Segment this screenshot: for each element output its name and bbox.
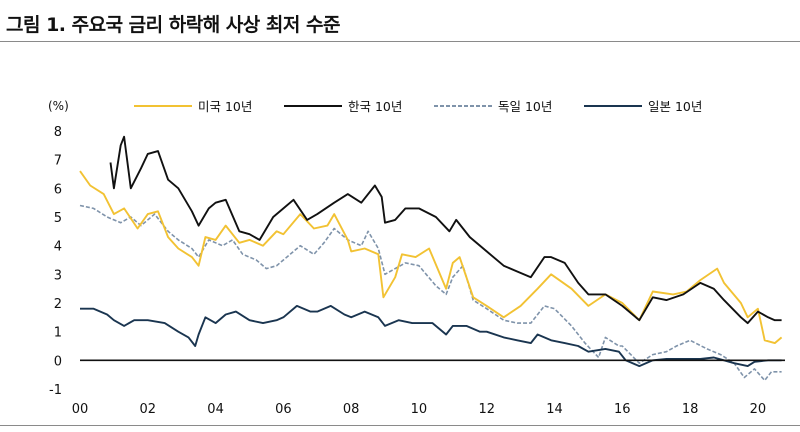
series-line-3 [80,304,782,368]
chart-legend: 미국 10년 한국 10년 독일 10년 일본 10년 [134,99,702,114]
x-axis-ticks: 00 02 04 06 08 10 12 14 16 18 20 [72,402,766,417]
series-line-1 [109,135,782,325]
y-axis-unit-label: (%) [48,99,69,113]
y-tick-label-4: 3 [54,268,62,283]
y-tick-label-2: 1 [54,326,62,341]
x-tick-label-9: 18 [682,402,699,417]
y-tick-label-1: 0 [54,354,62,369]
y-tick-label-3: 2 [54,297,62,312]
y-axis-ticks: -1 0 1 2 3 4 5 6 7 8 [49,125,62,398]
bottom-divider [0,425,800,426]
x-tick-label-3: 06 [275,402,292,417]
series-line-2 [79,204,782,382]
x-tick-label-10: 20 [750,402,767,417]
chart-title: 그림 1. 주요국 금리 하락해 사상 최저 수준 [6,14,340,36]
x-tick-label-1: 02 [140,402,157,417]
legend-label-0: 미국 10년 [198,99,252,114]
x-tick-label-6: 12 [478,402,495,417]
series-lines [79,135,783,382]
legend-label-3: 일본 10년 [648,99,702,114]
x-tick-label-8: 16 [614,402,631,417]
legend-label-1: 한국 10년 [348,99,402,114]
x-tick-label-5: 10 [411,402,428,417]
y-tick-label-7: 6 [54,182,62,197]
series-line-0 [79,170,783,345]
title-divider [0,41,800,42]
y-tick-label-9: 8 [54,125,62,140]
x-tick-label-4: 08 [343,402,360,417]
x-tick-label-7: 14 [546,402,563,417]
x-tick-label-0: 00 [72,402,89,417]
y-tick-label-0: -1 [49,383,62,398]
legend-label-2: 독일 10년 [498,99,552,114]
y-tick-label-5: 4 [54,240,62,255]
x-tick-label-2: 04 [207,402,224,417]
y-tick-label-6: 5 [54,211,62,226]
y-tick-label-8: 7 [54,154,62,169]
